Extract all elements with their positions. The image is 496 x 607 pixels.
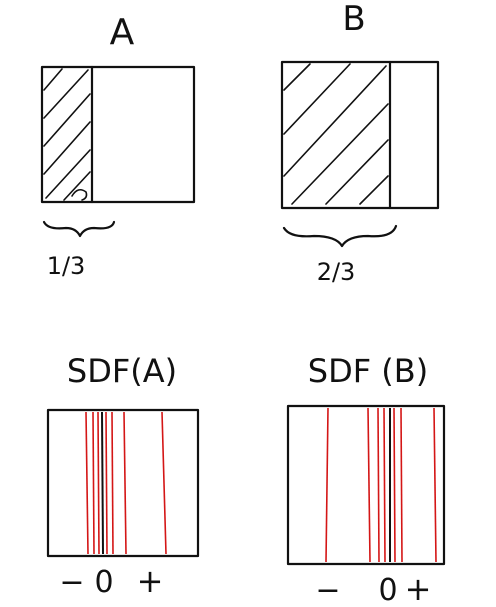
sdf-a-negative-label: −	[59, 565, 84, 600]
sdf-a-contours	[85, 411, 167, 555]
panel-b-box	[280, 60, 440, 210]
sdf-b-contour-pos-1	[393, 407, 396, 563]
panel-b-fraction: 2/3	[317, 258, 356, 286]
sdf-a-zero-label: 0	[94, 565, 113, 600]
sdf-b-contour-neg-2	[377, 407, 380, 563]
sdf-a-contour-pos-3	[123, 411, 127, 555]
sdf-b-negative-label: −	[315, 573, 340, 607]
sdf-a-contour-neg-2	[92, 411, 95, 555]
panel-a-brace	[42, 220, 116, 238]
sdf-a-box	[46, 408, 200, 558]
sdf-a-contour-pos-2	[111, 411, 114, 555]
sdf-a-contour-pos-1	[105, 411, 108, 555]
sdf-b-positive-label: +	[405, 570, 432, 607]
sdf-a-contour-pos-4	[161, 411, 167, 555]
sdf-b-contour-neg-3	[367, 407, 371, 563]
sdf-a-contour-neg-1	[97, 411, 100, 555]
panel-b: B 2/3	[280, 0, 440, 286]
sdf-a-contour-neg-3	[85, 411, 89, 555]
sdf-a-zero-line	[101, 411, 104, 555]
sdf-b-contour-neg-1	[383, 407, 386, 563]
panel-a: A 1/3	[40, 12, 196, 280]
panel-b-hatch	[283, 63, 389, 205]
sdf-b-box	[286, 404, 446, 566]
panel-a-box	[40, 65, 196, 204]
sdf-b-zero-label: 0	[378, 573, 397, 607]
sdf-b-contour-pos-3	[433, 407, 437, 563]
panel-a-title: A	[110, 12, 135, 53]
panel-a-hatch	[43, 68, 91, 201]
sdf-b-panel: SDF (B) − 0 +	[286, 352, 446, 607]
sdf-a-title: SDF(A)	[67, 352, 177, 390]
sdf-b-title: SDF (B)	[308, 352, 428, 390]
sdf-b-contours	[325, 407, 437, 563]
sdf-a-panel: SDF(A) − 0 +	[46, 352, 200, 600]
sdf-b-contour-pos-2	[400, 407, 403, 563]
panel-b-title: B	[342, 0, 365, 39]
panel-b-brace	[282, 224, 398, 248]
panel-a-fraction: 1/3	[47, 252, 86, 280]
sdf-b-contour-neg-4	[325, 407, 329, 563]
sdf-a-positive-label: +	[137, 562, 164, 600]
